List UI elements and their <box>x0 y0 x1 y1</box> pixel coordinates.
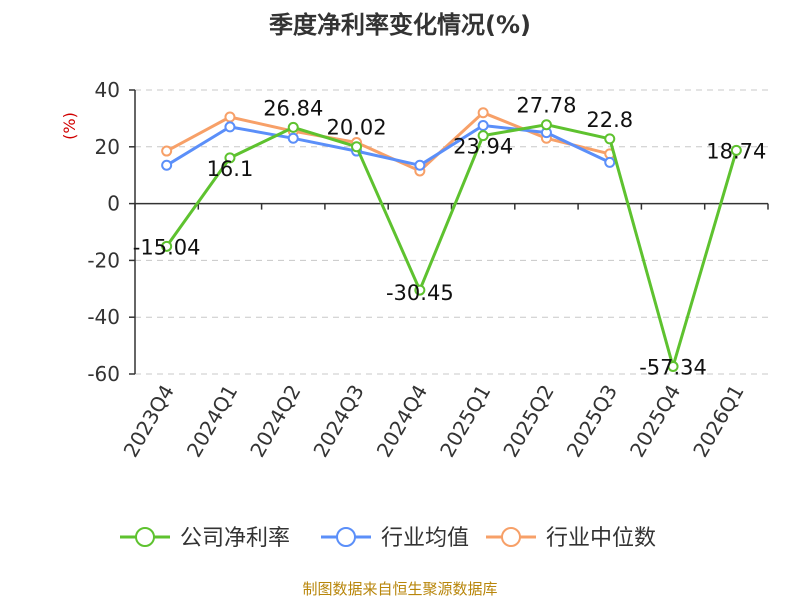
data-point <box>224 121 236 133</box>
grid-lines <box>135 89 768 375</box>
data-point <box>414 159 426 171</box>
data-point <box>604 133 616 145</box>
y-axis-unit: (%) <box>60 112 79 140</box>
series-layer <box>161 107 742 372</box>
data-point <box>477 130 489 142</box>
data-point <box>604 156 616 168</box>
legend-marker <box>501 527 521 547</box>
legend: 公司净利率 行业均值 行业中位数 <box>120 526 656 551</box>
series-line <box>165 124 611 167</box>
source-note: 制图数据来自恒生聚源数据库 <box>302 580 497 598</box>
legend-marker <box>135 527 155 547</box>
x-tick-label: 2023Q4 <box>119 381 179 462</box>
data-point <box>730 144 742 156</box>
data-label: 20.02 <box>326 116 386 140</box>
y-tick-label: -60 <box>87 362 120 386</box>
y-tick-label: 40 <box>95 78 120 102</box>
x-tick-label: 2024Q4 <box>372 381 432 462</box>
data-point <box>477 120 489 131</box>
x-tick-label: 2026Q1 <box>688 381 748 462</box>
y-tick-label: 0 <box>107 192 120 216</box>
data-label: 16.1 <box>207 157 254 181</box>
chart-title: 季度净利率变化情况(%) <box>269 11 531 39</box>
data-point <box>224 111 236 123</box>
x-tick-label: 2025Q1 <box>435 381 495 462</box>
x-tick-label: 2024Q3 <box>308 381 368 462</box>
data-label: 26.84 <box>263 96 323 120</box>
y-tick-label: -20 <box>87 248 120 272</box>
series-line <box>165 123 738 368</box>
data-label: 18.74 <box>706 139 766 163</box>
x-tick-label: 2025Q3 <box>562 381 622 462</box>
data-point <box>287 121 299 133</box>
data-label: -15.04 <box>133 235 201 259</box>
legend-label: 公司净利率 <box>180 526 290 551</box>
data-point <box>161 145 173 157</box>
data-point <box>287 132 299 144</box>
data-point <box>161 159 173 171</box>
legend-label: 行业中位数 <box>546 526 656 551</box>
x-tick-label: 2024Q1 <box>182 381 242 462</box>
data-label: 23.94 <box>453 135 513 159</box>
data-point <box>540 119 552 131</box>
data-point <box>477 107 489 119</box>
data-point <box>224 152 236 164</box>
data-label: -57.34 <box>639 355 707 379</box>
legend-label: 行业均值 <box>381 526 469 551</box>
data-label: 27.78 <box>516 94 576 118</box>
data-point <box>161 240 173 252</box>
data-point <box>414 284 426 296</box>
x-tick-label: 2025Q2 <box>498 381 558 462</box>
data-point <box>667 360 679 372</box>
data-label: -30.45 <box>386 281 454 305</box>
y-tick-label: -40 <box>87 305 120 329</box>
data-point <box>351 141 363 153</box>
x-tick-label: 2025Q4 <box>625 381 685 462</box>
legend-marker <box>336 527 356 547</box>
y-tick-label: 20 <box>95 135 120 159</box>
x-tick-label: 2024Q2 <box>245 381 305 462</box>
data-label: 22.8 <box>586 108 633 132</box>
